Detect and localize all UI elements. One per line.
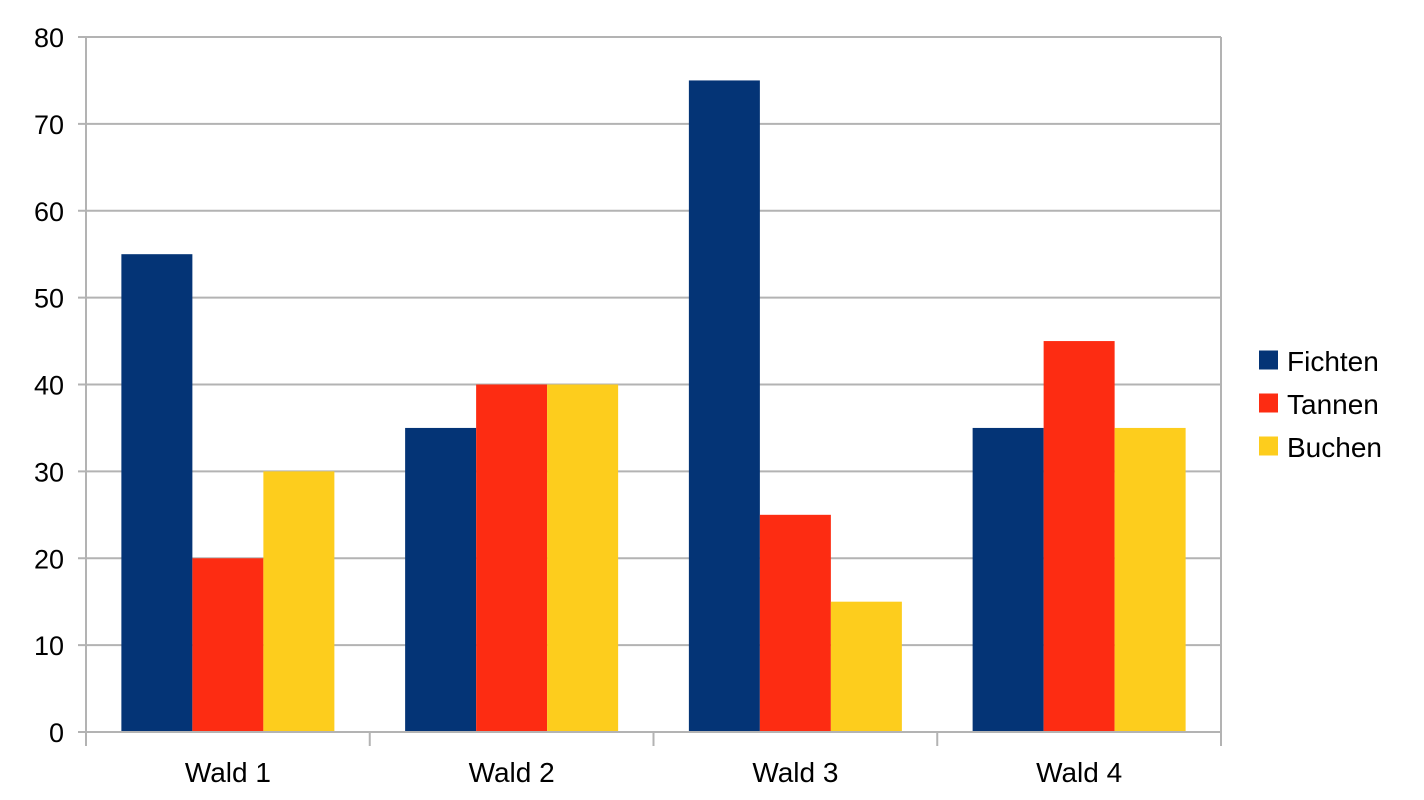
bar-fichten-2 [405, 427, 477, 732]
bar-buchen-1 [263, 471, 335, 732]
y-tick-label: 0 [49, 718, 64, 748]
x-category-label: Wald 4 [1036, 757, 1122, 788]
y-tick-label: 50 [34, 284, 64, 314]
legend-label-buchen: Buchen [1287, 432, 1382, 463]
x-category-label: Wald 1 [185, 757, 271, 788]
bar-fichten-3 [688, 80, 760, 732]
legend: Fichten Tannen Buchen [1259, 346, 1382, 463]
y-tick-label: 10 [34, 631, 64, 661]
bar-buchen-3 [830, 601, 902, 732]
legend-swatch-fichten [1259, 350, 1278, 370]
bar-fichten-1 [121, 254, 193, 732]
bars [121, 80, 1186, 732]
y-tick-label: 70 [34, 110, 64, 140]
bar-tannen-2 [476, 384, 548, 732]
bar-fichten-4 [972, 427, 1044, 732]
axes: 0 10 20 30 40 50 60 70 80 Wald 1 Wald 2 Wald 3 Wald … [34, 23, 1222, 788]
bar-tannen-4 [1043, 341, 1115, 732]
legend-label-tannen: Tannen [1287, 389, 1379, 420]
bar-buchen-4 [1114, 427, 1186, 732]
y-tick-label: 40 [34, 371, 64, 401]
bar-tannen-1 [192, 558, 264, 732]
bar-tannen-3 [759, 514, 831, 732]
bar-buchen-2 [547, 384, 619, 732]
y-tick-label: 30 [34, 457, 64, 487]
y-tick-label: 20 [34, 544, 64, 574]
y-tick-label: 60 [34, 197, 64, 227]
y-tick-label: 80 [34, 23, 64, 53]
legend-swatch-buchen [1259, 436, 1278, 456]
legend-label-fichten: Fichten [1287, 346, 1379, 377]
x-category-label: Wald 2 [469, 757, 555, 788]
x-category-label: Wald 3 [752, 757, 838, 788]
legend-swatch-tannen [1259, 393, 1278, 413]
